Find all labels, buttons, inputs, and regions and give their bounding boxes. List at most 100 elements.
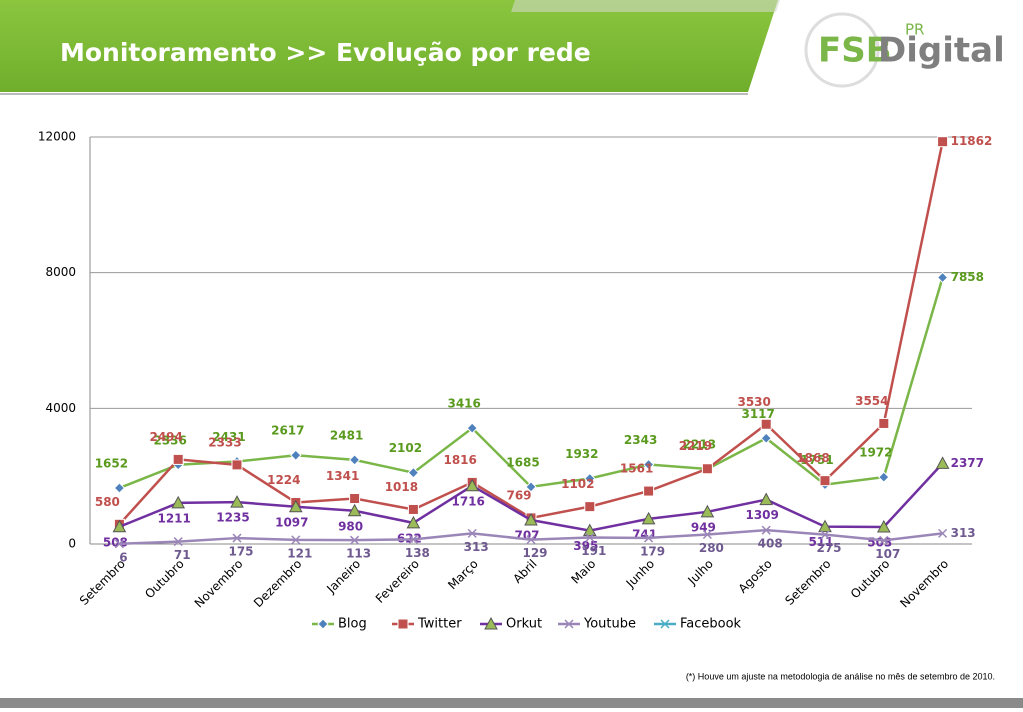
data-label: 580: [95, 495, 120, 509]
data-label: 1816: [443, 453, 476, 467]
data-label: 3530: [737, 395, 770, 409]
data-label: 113: [346, 547, 371, 561]
marker: [467, 528, 477, 538]
marker: [660, 619, 670, 629]
data-label: 2343: [624, 433, 657, 447]
marker: [397, 618, 409, 630]
data-label: 6: [119, 550, 127, 564]
title: Monitoramento >> Evolução por rede: [60, 38, 591, 67]
header-band: [0, 0, 778, 92]
data-label: 408: [758, 537, 783, 551]
marker: [878, 417, 890, 429]
legend-item: Youtube: [558, 617, 636, 632]
marker: [290, 449, 302, 461]
data-label: 769: [506, 488, 531, 502]
marker: [291, 535, 301, 545]
header-stripes: [511, 0, 780, 12]
legend-label: Twitter: [417, 617, 462, 632]
y-tick-label: 8000: [45, 265, 76, 279]
logo-pr: PR: [905, 21, 924, 39]
data-label: 1211: [157, 511, 190, 525]
data-label: 1868: [796, 451, 829, 465]
marker: [407, 467, 420, 479]
data-label: 129: [522, 546, 547, 560]
data-label: 1716: [451, 494, 484, 508]
data-label: 107: [875, 547, 900, 561]
marker: [938, 528, 948, 538]
marker: [349, 493, 361, 505]
y-tick-label: 4000: [45, 401, 76, 415]
data-label: 2213: [683, 437, 716, 451]
data-label: 1932: [565, 447, 598, 461]
marker: [936, 271, 949, 284]
data-label: 1685: [506, 455, 539, 469]
marker: [525, 481, 537, 493]
data-label: 1018: [385, 480, 418, 494]
data-label: 2377: [951, 456, 984, 470]
marker: [564, 619, 574, 629]
y-tick-label: 0: [68, 537, 76, 551]
data-label: 1341: [326, 469, 359, 483]
marker: [760, 418, 772, 430]
data-label: 3416: [447, 397, 480, 411]
data-label: 2617: [271, 424, 304, 438]
data-label: 191: [581, 544, 606, 558]
footer-bar: [0, 698, 1023, 708]
marker: [347, 503, 362, 517]
marker: [173, 537, 183, 547]
y-tick-label: 12000: [38, 130, 76, 144]
marker: [113, 482, 126, 494]
marker: [644, 533, 654, 543]
marker: [348, 454, 361, 466]
marker: [701, 463, 713, 475]
marker: [700, 504, 715, 518]
data-label: 1309: [745, 508, 778, 522]
data-label: 2494: [149, 430, 182, 444]
marker: [761, 525, 771, 535]
data-label: 1235: [216, 511, 249, 525]
marker: [641, 511, 656, 525]
logo-digital: Digital: [878, 31, 1005, 71]
marker: [937, 136, 949, 148]
marker: [585, 532, 595, 543]
series-youtube: 6 71 175 121 113 138 313 129 191 179 280 408 275 107 3…: [114, 525, 976, 564]
marker: [232, 533, 242, 543]
data-label: 121: [287, 546, 312, 560]
marker: [230, 495, 244, 508]
data-label: 3117: [741, 407, 774, 421]
data-label: 7858: [951, 270, 984, 284]
series-twitter: 580 2494 2333 1224 1341 1018 1816 769 1102 1561 22…: [95, 134, 992, 530]
legend-item: Twitter: [392, 617, 462, 632]
logo-fsb: FSB: [818, 31, 892, 71]
data-label: 71: [174, 548, 191, 562]
marker: [407, 503, 419, 515]
marker: [818, 519, 832, 533]
data-label: 395: [573, 539, 598, 553]
data-label: 3554: [855, 394, 888, 408]
footnote: (*) Houve um ajuste na metodologia de an…: [686, 671, 995, 681]
marker: [878, 471, 890, 483]
data-label: 1972: [859, 446, 892, 460]
data-label: 2431: [212, 430, 245, 444]
marker: [642, 458, 655, 471]
marker: [819, 475, 831, 487]
legend-label: Youtube: [583, 617, 636, 632]
marker: [466, 422, 478, 434]
data-label: 1652: [95, 456, 128, 470]
marker: [172, 453, 184, 465]
data-label: 1097: [275, 515, 308, 529]
marker: [584, 472, 596, 485]
marker: [876, 519, 891, 533]
data-label: 980: [338, 519, 363, 533]
legend-item: Facebook: [654, 617, 742, 632]
marker: [643, 485, 655, 497]
data-label: 280: [699, 541, 724, 555]
marker: [702, 529, 712, 540]
marker: [582, 523, 597, 537]
marker: [465, 478, 480, 492]
marker: [231, 459, 243, 471]
marker: [406, 515, 421, 529]
